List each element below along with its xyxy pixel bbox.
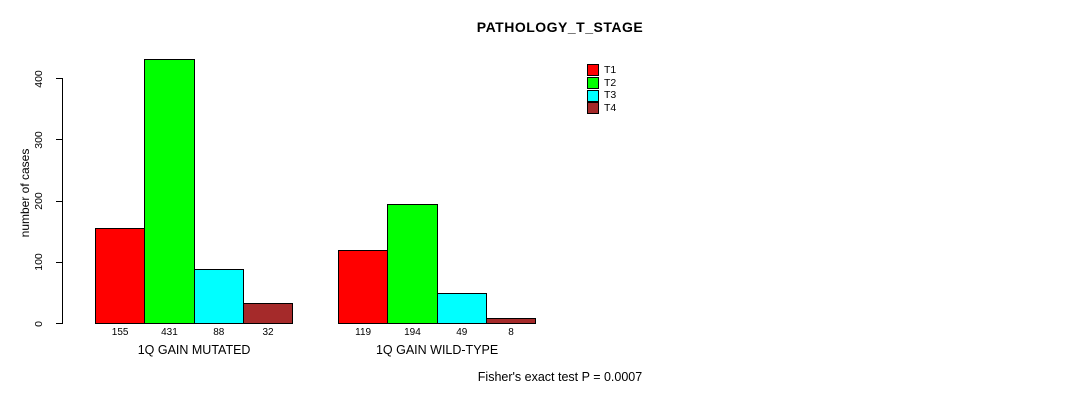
y-tick-label: 100 xyxy=(32,253,45,272)
bar-t3-1 xyxy=(193,269,244,324)
bar-value-label: 88 xyxy=(213,326,225,338)
bar-value-label: 8 xyxy=(508,326,514,338)
legend-swatch-t2 xyxy=(587,77,599,90)
bar-t1-2 xyxy=(338,250,389,324)
bar-t2-2 xyxy=(387,204,438,324)
legend-label: T3 xyxy=(604,89,617,102)
y-tick xyxy=(56,323,62,324)
category-label: 1Q GAIN MUTATED xyxy=(137,343,251,357)
chart-title: PATHOLOGY_T_STAGE xyxy=(476,19,644,35)
legend-label: T4 xyxy=(604,102,617,115)
y-tick-label: 300 xyxy=(32,130,45,149)
y-tick xyxy=(56,78,62,79)
y-tick xyxy=(56,200,62,202)
legend-row: T2 xyxy=(587,77,616,90)
bar-t2-1 xyxy=(144,59,195,324)
legend-label: T1 xyxy=(604,64,617,77)
category-label: 1Q GAIN WILD-TYPE xyxy=(375,343,499,357)
y-tick-label: 0 xyxy=(32,320,45,327)
bar-t4-2 xyxy=(485,318,537,324)
legend: T1 T2 T3 T4 xyxy=(587,64,616,115)
legend-row: T3 xyxy=(587,89,616,102)
bar-t3-2 xyxy=(436,292,487,324)
y-tick-label: 200 xyxy=(32,192,45,210)
legend-swatch-t1 xyxy=(587,64,599,77)
bar-t4-1 xyxy=(242,303,294,324)
footnote: Fisher's exact test P = 0.0007 xyxy=(477,370,643,384)
y-tick xyxy=(56,261,62,263)
bar-t1-1 xyxy=(95,228,146,324)
bar-value-label: 155 xyxy=(111,326,129,338)
legend-row: T1 xyxy=(587,64,616,77)
legend-swatch-t4 xyxy=(587,102,599,115)
y-tick xyxy=(56,139,62,141)
bar-value-label: 194 xyxy=(404,326,421,338)
bar-value-label: 49 xyxy=(456,326,468,338)
legend-label: T2 xyxy=(604,76,617,89)
y-tick-label: 400 xyxy=(32,69,45,88)
y-axis-line xyxy=(62,78,63,324)
legend-row: T4 xyxy=(587,102,616,115)
bar-value-label: 119 xyxy=(355,326,372,338)
bar-value-label: 32 xyxy=(262,326,274,338)
legend-swatch-t3 xyxy=(587,89,599,102)
bar-value-label: 431 xyxy=(161,326,178,338)
